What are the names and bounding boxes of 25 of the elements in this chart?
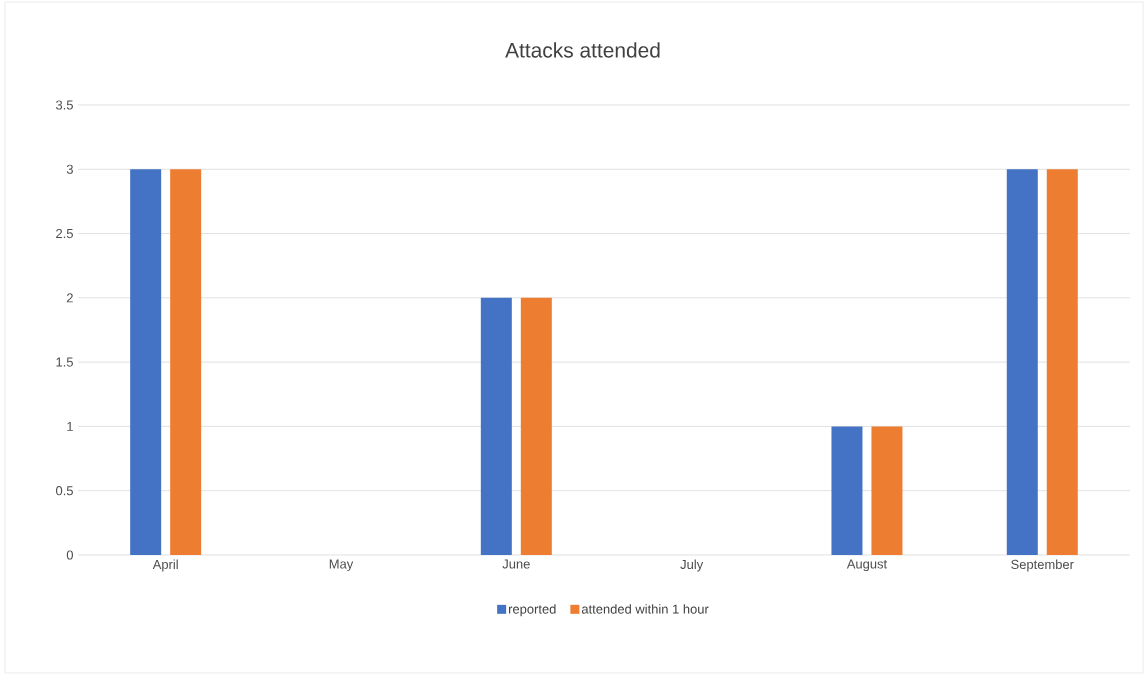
y-tick-label: 1.5 [56,357,73,367]
y-tick-label: 3 [66,164,73,174]
bar [831,426,863,555]
x-tick-label: May [329,559,354,572]
x-tick-label: August [846,559,888,572]
x-tick-label: June [502,559,530,569]
bar [480,297,512,555]
bar [520,297,552,555]
x-tick-label: April [152,559,178,572]
legend-label: attended within 1 hour [581,604,709,614]
x-tick-label: September [1011,559,1074,572]
y-tick-label: 3.5 [55,100,73,110]
y-tick-label: 0 [66,550,73,560]
x-tick-label: July [680,559,704,572]
y-tick-label: 2 [66,293,73,303]
legend-label: reported [509,604,556,617]
bar [1046,169,1078,555]
y-tick-label: 2.5 [56,228,73,239]
bar [871,426,903,555]
y-tick-label: 0.5 [55,486,73,496]
bar [1006,169,1038,555]
chart-title: Attacks attended [505,42,660,58]
bar [170,169,202,555]
y-tick-label: 1 [67,421,73,431]
bar [130,169,162,555]
